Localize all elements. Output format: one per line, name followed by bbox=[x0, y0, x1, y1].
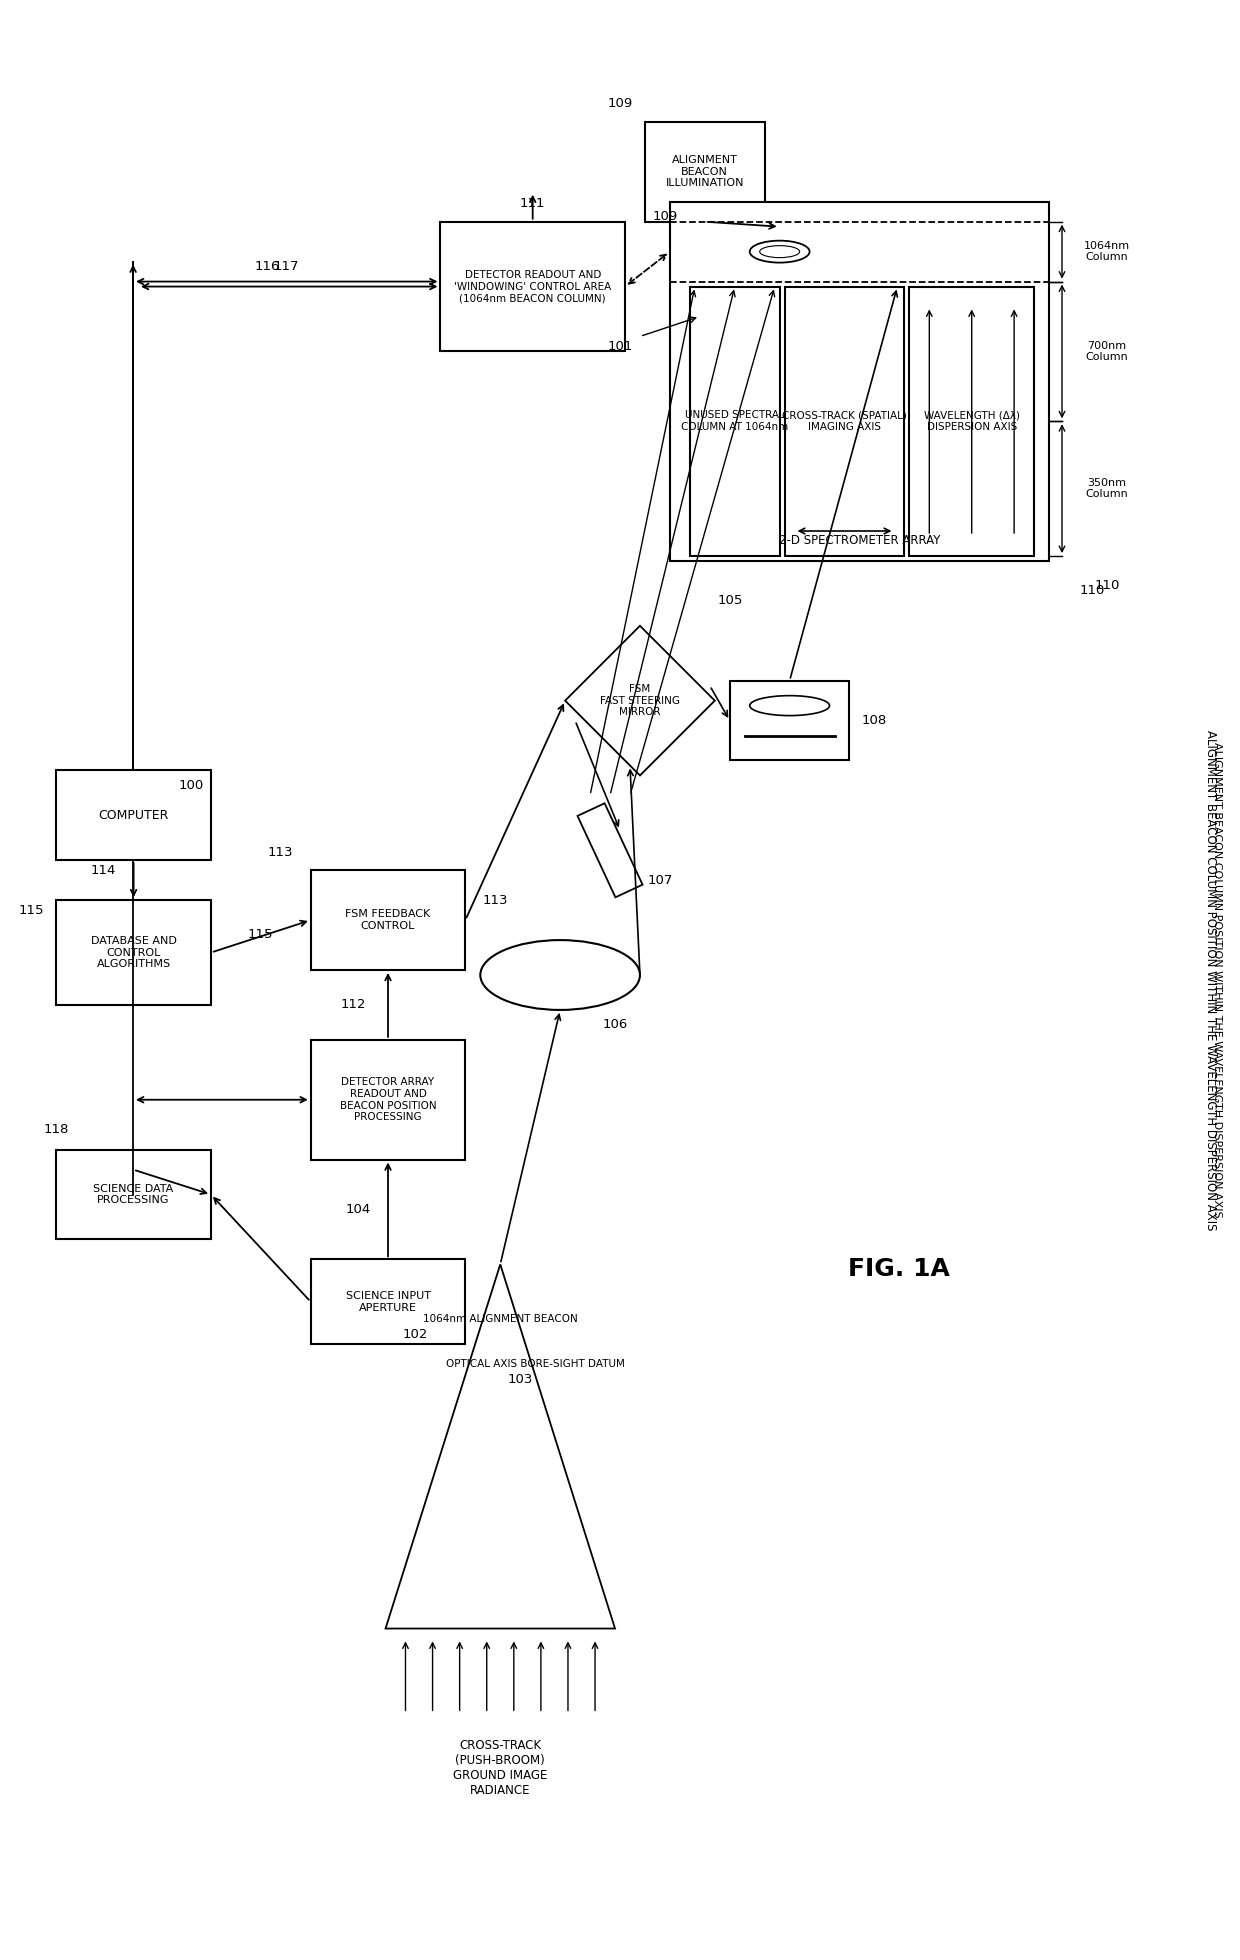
Text: ALIGNMENT BEACON COLUMN POSITION WITHIN THE WAVELENGTH DISPERSION AXIS: ALIGNMENT BEACON COLUMN POSITION WITHIN … bbox=[1211, 743, 1221, 1217]
Text: DATABASE AND
CONTROL
ALGORITHMS: DATABASE AND CONTROL ALGORITHMS bbox=[91, 937, 176, 968]
Text: SCIENCE INPUT
APERTURE: SCIENCE INPUT APERTURE bbox=[346, 1292, 430, 1313]
Text: DETECTOR ARRAY
READOUT AND
BEACON POSITION
PROCESSING: DETECTOR ARRAY READOUT AND BEACON POSITI… bbox=[340, 1078, 436, 1123]
Text: 114: 114 bbox=[91, 864, 115, 876]
Text: 105: 105 bbox=[717, 594, 743, 608]
Text: 103: 103 bbox=[507, 1372, 533, 1386]
Text: 115: 115 bbox=[19, 904, 45, 917]
Bar bbox=[311, 1260, 465, 1345]
Text: 117: 117 bbox=[274, 261, 300, 272]
Bar bbox=[785, 286, 904, 557]
Text: ALIGNMENT
BEACON
ILLUMINATION: ALIGNMENT BEACON ILLUMINATION bbox=[666, 155, 744, 188]
Polygon shape bbox=[578, 804, 642, 898]
Text: 2-D SPECTROMETER ARRAY: 2-D SPECTROMETER ARRAY bbox=[779, 535, 940, 547]
Text: CROSS-TRACK (SPATIAL)
IMAGING AXIS: CROSS-TRACK (SPATIAL) IMAGING AXIS bbox=[782, 410, 906, 431]
Text: ALIGNMENT BEACON COLUMN POSITION WITHIN THE WAVELENGTH DISPERSION AXIS: ALIGNMENT BEACON COLUMN POSITION WITHIN … bbox=[1204, 729, 1218, 1231]
Text: 110: 110 bbox=[1094, 580, 1120, 592]
Text: 1064nm ALIGNMENT BEACON: 1064nm ALIGNMENT BEACON bbox=[423, 1315, 578, 1325]
Text: FIG. 1A: FIG. 1A bbox=[848, 1258, 950, 1282]
Polygon shape bbox=[386, 1264, 615, 1629]
Polygon shape bbox=[565, 625, 714, 776]
Text: 700nm
Column: 700nm Column bbox=[1085, 341, 1128, 363]
Text: CROSS-TRACK
(PUSH-BROOM)
GROUND IMAGE
RADIANCE: CROSS-TRACK (PUSH-BROOM) GROUND IMAGE RA… bbox=[453, 1739, 547, 1797]
Bar bbox=[56, 900, 211, 1005]
Bar bbox=[311, 870, 465, 970]
Text: COMPUTER: COMPUTER bbox=[98, 809, 169, 821]
Text: 1064nm
Column: 1064nm Column bbox=[1084, 241, 1130, 263]
Text: 116: 116 bbox=[254, 261, 279, 272]
Text: 112: 112 bbox=[340, 998, 366, 1011]
Text: 109: 109 bbox=[652, 210, 677, 223]
Text: 115: 115 bbox=[248, 929, 274, 941]
Ellipse shape bbox=[750, 241, 810, 263]
Text: 350nm
Column: 350nm Column bbox=[1085, 478, 1128, 500]
Text: 110: 110 bbox=[1079, 584, 1105, 598]
Bar bbox=[56, 770, 211, 860]
Text: 109: 109 bbox=[608, 98, 632, 110]
Text: OPTICAL AXIS BORE-SIGHT DATUM: OPTICAL AXIS BORE-SIGHT DATUM bbox=[445, 1358, 625, 1370]
Text: 106: 106 bbox=[603, 1019, 627, 1031]
Bar bbox=[311, 1041, 465, 1160]
Bar bbox=[670, 202, 1049, 561]
Text: 102: 102 bbox=[403, 1327, 428, 1341]
Text: 101: 101 bbox=[608, 339, 632, 353]
Bar bbox=[689, 286, 780, 557]
Text: 113: 113 bbox=[268, 847, 294, 858]
Ellipse shape bbox=[480, 941, 640, 1009]
Text: 111: 111 bbox=[520, 198, 546, 210]
Ellipse shape bbox=[760, 245, 800, 257]
Ellipse shape bbox=[750, 696, 830, 715]
Text: 100: 100 bbox=[179, 778, 203, 792]
Text: SCIENCE DATA
PROCESSING: SCIENCE DATA PROCESSING bbox=[93, 1184, 174, 1205]
Text: 113: 113 bbox=[482, 894, 508, 907]
Text: DETECTOR READOUT AND
'WINDOWING' CONTROL AREA
(1064nm BEACON COLUMN): DETECTOR READOUT AND 'WINDOWING' CONTROL… bbox=[454, 270, 611, 304]
Text: 104: 104 bbox=[346, 1203, 371, 1215]
Text: UNUSED SPECTRAL
COLUMN AT 1064nm: UNUSED SPECTRAL COLUMN AT 1064nm bbox=[681, 410, 789, 431]
Text: 108: 108 bbox=[862, 713, 887, 727]
Text: 118: 118 bbox=[43, 1123, 69, 1137]
Text: 107: 107 bbox=[647, 874, 672, 886]
Bar bbox=[56, 1151, 211, 1239]
Bar bbox=[440, 221, 625, 351]
Bar bbox=[645, 122, 765, 221]
Text: FSM
FAST STEERING
MIRROR: FSM FAST STEERING MIRROR bbox=[600, 684, 680, 717]
Bar bbox=[730, 680, 849, 760]
Text: WAVELENGTH (Δλ)
DISPERSION AXIS: WAVELENGTH (Δλ) DISPERSION AXIS bbox=[924, 410, 1019, 431]
Bar bbox=[909, 286, 1034, 557]
Text: FSM FEEDBACK
CONTROL: FSM FEEDBACK CONTROL bbox=[346, 909, 430, 931]
